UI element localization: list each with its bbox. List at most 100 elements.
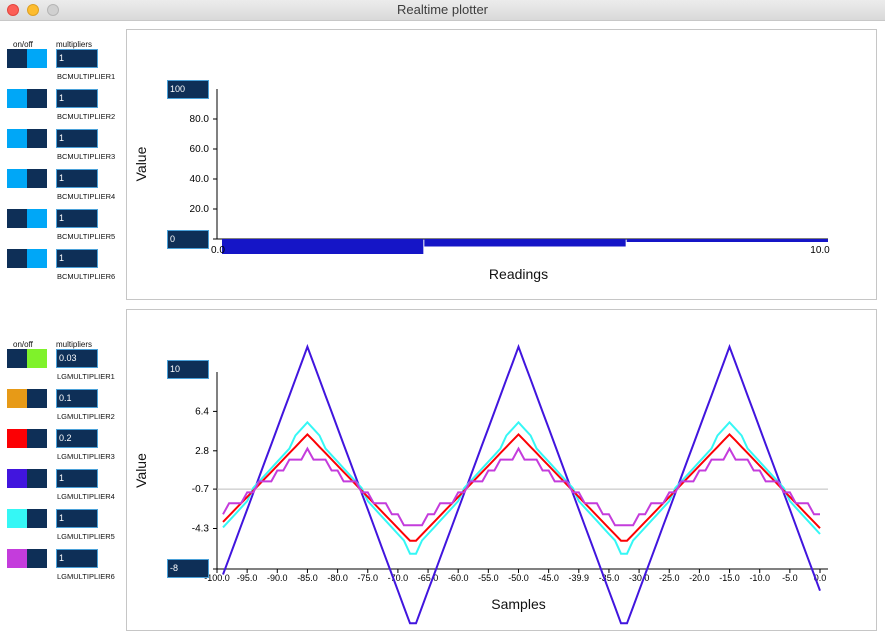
- bar: [222, 239, 424, 254]
- multiplier-field[interactable]: 1: [56, 549, 98, 568]
- toggle-on-half[interactable]: [27, 429, 47, 448]
- multiplier-label: BCMULTIPLIER4: [57, 192, 116, 201]
- window-title: Realtime plotter: [396, 2, 489, 17]
- y-axis-label: Value: [133, 146, 149, 181]
- multiplier-field[interactable]: 0.1: [56, 389, 98, 408]
- toggle-off-half[interactable]: [7, 249, 27, 268]
- toggle-off-half[interactable]: [7, 429, 27, 448]
- multiplier-toggle[interactable]: [7, 349, 47, 368]
- toggle-on-half[interactable]: [27, 129, 47, 148]
- multiplier-toggle[interactable]: [7, 209, 47, 228]
- multiplier-field[interactable]: 0.03: [56, 349, 98, 368]
- y-tick-label: 2.8: [195, 446, 209, 457]
- line-ymin-field[interactable]: -8: [167, 559, 209, 578]
- y-tick-label: 60.0: [190, 144, 210, 155]
- x-tick-label: -50.0: [508, 573, 529, 583]
- multiplier-field[interactable]: 1: [56, 249, 98, 268]
- x-tick-label: -10.0: [749, 573, 770, 583]
- x-tick-label: -65.0: [418, 573, 439, 583]
- multiplier-toggle[interactable]: [7, 469, 47, 488]
- onoff-header: on/off: [13, 340, 33, 349]
- x-tick-label: -60.0: [448, 573, 469, 583]
- x-tick-label: -15.0: [719, 573, 740, 583]
- multiplier-field[interactable]: 1: [56, 49, 98, 68]
- multiplier-field[interactable]: 1: [56, 469, 98, 488]
- multiplier-toggle[interactable]: [7, 129, 47, 148]
- x-tick-label: -70.0: [388, 573, 409, 583]
- multipliers-header: multipliers: [56, 340, 93, 349]
- toggle-off-half[interactable]: [7, 349, 27, 368]
- toggle-on-half[interactable]: [27, 249, 47, 268]
- toggle-on-half[interactable]: [27, 209, 47, 228]
- bar-chart: 20.0 40.0 60.0 80.0 0.0 10.0 Readings Value: [133, 89, 830, 282]
- x-axis-label: Samples: [491, 596, 545, 612]
- multiplier-label: LGMULTIPLIER1: [57, 372, 115, 381]
- multiplier-toggle[interactable]: [7, 509, 47, 528]
- x-tick-label: 10.0: [810, 245, 830, 256]
- x-axis-label: Readings: [489, 266, 548, 282]
- x-tick-label: -55.0: [478, 573, 499, 583]
- multiplier-field[interactable]: 1: [56, 129, 98, 148]
- toggle-off-half[interactable]: [7, 469, 27, 488]
- bar-controls-panel: on/off multipliers 1 BCMULTIPLIER1 1 BCMULT…: [0, 20, 120, 310]
- multiplier-field[interactable]: 1: [56, 209, 98, 228]
- toggle-off-half[interactable]: [7, 209, 27, 228]
- multiplier-toggle[interactable]: [7, 249, 47, 268]
- multiplier-field[interactable]: 1: [56, 89, 98, 108]
- multiplier-label: BCMULTIPLIER5: [57, 232, 116, 241]
- toggle-off-half[interactable]: [7, 49, 27, 68]
- x-tick-label: -25.0: [659, 573, 680, 583]
- series-line: [222, 446, 820, 527]
- multiplier-toggle[interactable]: [7, 429, 47, 448]
- multiplier-field[interactable]: 1: [56, 169, 98, 188]
- line-ymax-field[interactable]: 10: [167, 360, 209, 379]
- toggle-on-half[interactable]: [27, 509, 47, 528]
- series-line: [222, 343, 821, 625]
- minimize-window-button[interactable]: [27, 4, 39, 16]
- y-tick-label: 80.0: [190, 114, 210, 125]
- bar-ymax-field[interactable]: 100: [167, 80, 209, 99]
- toggle-off-half[interactable]: [7, 89, 27, 108]
- toggle-off-half[interactable]: [7, 169, 27, 188]
- line-chart: -4.3-0.72.86.4-100.0 -95.0 -90.0 -85.0 -80.0…: [133, 343, 828, 625]
- y-tick-label: -4.3: [192, 524, 210, 535]
- x-tick-label: -30.0: [629, 573, 650, 583]
- multiplier-toggle[interactable]: [7, 89, 47, 108]
- toggle-on-half[interactable]: [27, 169, 47, 188]
- toggle-on-half[interactable]: [27, 389, 47, 408]
- toggle-off-half[interactable]: [7, 509, 27, 528]
- multiplier-toggle[interactable]: [7, 169, 47, 188]
- y-tick-label: -0.7: [192, 484, 210, 495]
- multiplier-toggle[interactable]: [7, 549, 47, 568]
- bar-chart-panel: 20.0 40.0 60.0 80.0 0.0 10.0 Readings Value 100…: [126, 29, 877, 300]
- bar: [424, 239, 626, 247]
- toggle-off-half[interactable]: [7, 389, 27, 408]
- toggle-on-half[interactable]: [27, 89, 47, 108]
- multiplier-toggle[interactable]: [7, 49, 47, 68]
- multiplier-field[interactable]: 1: [56, 509, 98, 528]
- multiplier-field[interactable]: 0.2: [56, 429, 98, 448]
- toggle-on-half[interactable]: [27, 549, 47, 568]
- x-tick-label: -100.0: [204, 573, 230, 583]
- y-axis-label: Value: [133, 453, 149, 488]
- toggle-off-half[interactable]: [7, 129, 27, 148]
- multiplier-label: BCMULTIPLIER2: [57, 112, 116, 121]
- toggle-on-half[interactable]: [27, 469, 47, 488]
- multiplier-label: BCMULTIPLIER3: [57, 152, 116, 161]
- multiplier-label: LGMULTIPLIER2: [57, 412, 115, 421]
- bar-ymin-field[interactable]: 0: [167, 230, 209, 249]
- toggle-on-half[interactable]: [27, 349, 47, 368]
- x-tick-label: -90.0: [267, 573, 288, 583]
- toggle-off-half[interactable]: [7, 549, 27, 568]
- x-tick-label: -45.0: [538, 573, 559, 583]
- series-line: [222, 420, 821, 555]
- multipliers-header: multipliers: [56, 40, 93, 49]
- zoom-window-button[interactable]: [47, 4, 59, 16]
- multiplier-toggle[interactable]: [7, 389, 47, 408]
- close-window-button[interactable]: [7, 4, 19, 16]
- multiplier-label: LGMULTIPLIER3: [57, 452, 115, 461]
- multiplier-label: LGMULTIPLIER5: [57, 532, 115, 541]
- bar: [626, 239, 828, 242]
- y-tick-label: 6.4: [195, 406, 209, 417]
- toggle-on-half[interactable]: [27, 49, 47, 68]
